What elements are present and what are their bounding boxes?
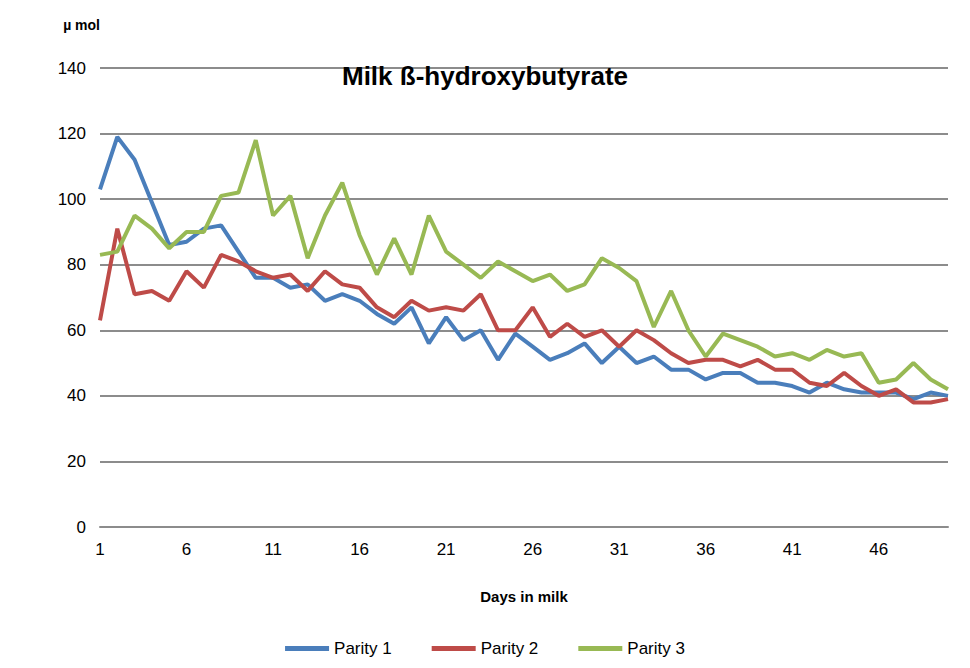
svg-text:140: 140 (58, 59, 86, 78)
svg-text:Milk ß-hydroxybutyrate: Milk ß-hydroxybutyrate (342, 61, 628, 91)
svg-text:20: 20 (67, 452, 86, 471)
svg-text:0: 0 (77, 518, 86, 537)
svg-text:Parity 1: Parity 1 (334, 639, 392, 658)
svg-text:26: 26 (523, 540, 542, 559)
svg-text:31: 31 (610, 540, 629, 559)
svg-text:21: 21 (437, 540, 456, 559)
svg-text:Parity 3: Parity 3 (627, 639, 685, 658)
svg-text:6: 6 (182, 540, 191, 559)
svg-text:11: 11 (264, 540, 282, 559)
svg-text:41: 41 (783, 540, 802, 559)
svg-text:80: 80 (67, 255, 86, 274)
svg-text:16: 16 (350, 540, 369, 559)
svg-text:1: 1 (95, 540, 104, 559)
svg-text:40: 40 (67, 386, 86, 405)
svg-text:Days in milk: Days in milk (480, 588, 568, 605)
svg-text:46: 46 (869, 540, 888, 559)
svg-text:120: 120 (58, 124, 86, 143)
svg-text:µ mol: µ mol (63, 17, 100, 33)
svg-text:100: 100 (58, 190, 86, 209)
svg-text:Parity 2: Parity 2 (481, 639, 539, 658)
svg-text:36: 36 (696, 540, 715, 559)
svg-text:60: 60 (67, 321, 86, 340)
